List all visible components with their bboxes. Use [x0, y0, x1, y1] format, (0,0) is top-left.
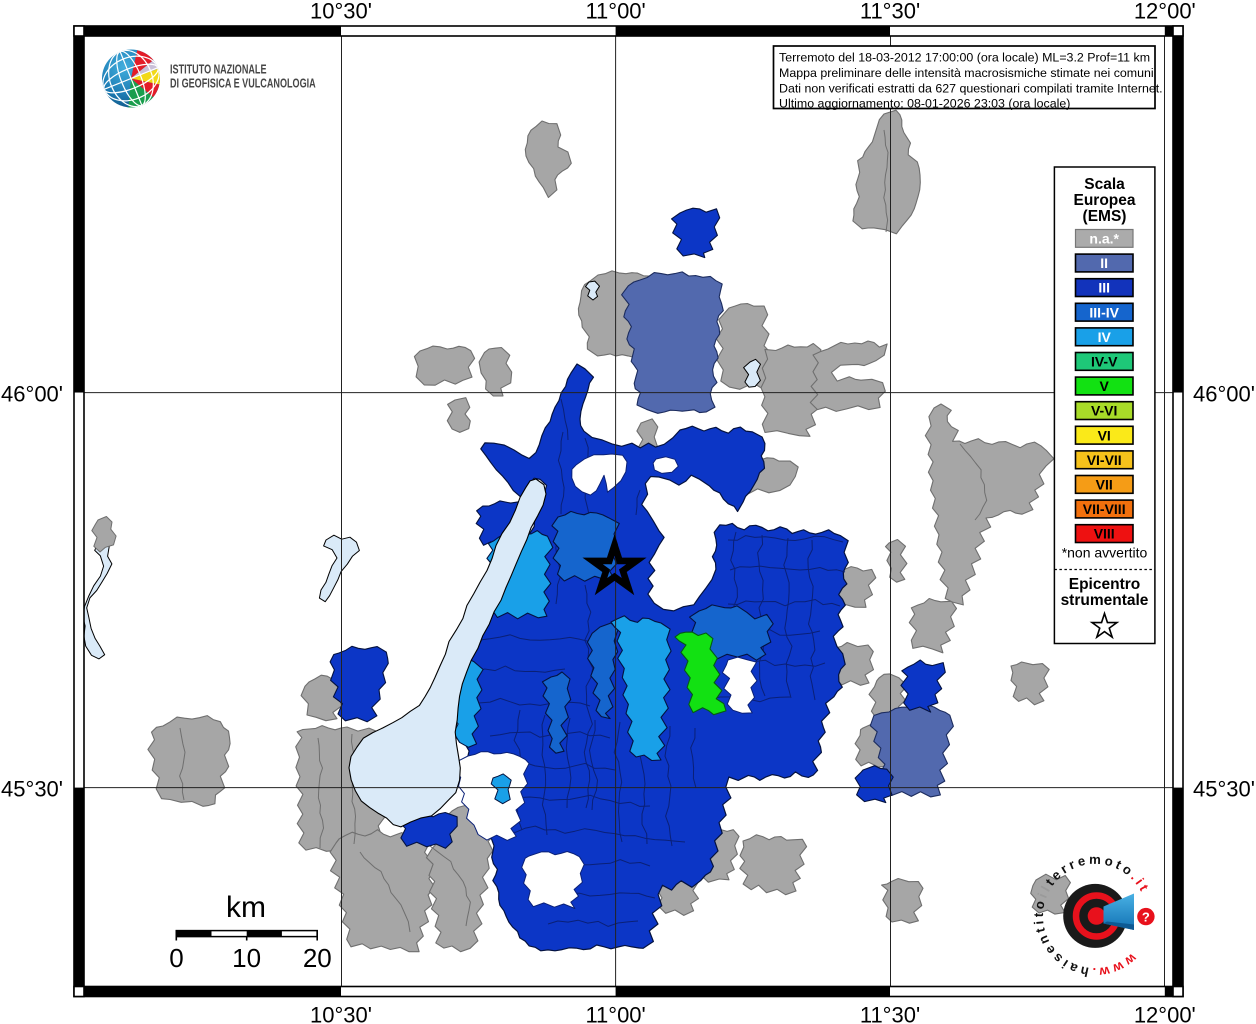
svg-text:Ultimo aggiornamento: 08-01-20: Ultimo aggiornamento: 08-01-2026 23:03 (… [779, 97, 1070, 111]
svg-text:0: 0 [169, 943, 183, 973]
svg-text:III-IV: III-IV [1089, 304, 1119, 320]
svg-text:ISTITUTO NAZIONALE: ISTITUTO NAZIONALE [170, 63, 267, 77]
svg-text:11°00': 11°00' [585, 1003, 645, 1024]
svg-text:VIII: VIII [1094, 526, 1115, 542]
svg-text:45°30': 45°30' [1193, 777, 1255, 802]
svg-text:IV-V: IV-V [1091, 354, 1118, 370]
svg-text:VII-VIII: VII-VIII [1083, 501, 1126, 517]
svg-text:10°30': 10°30' [310, 0, 372, 24]
svg-text:11°30': 11°30' [860, 0, 920, 24]
svg-text:46°00': 46°00' [1193, 382, 1255, 407]
svg-text:11°00': 11°00' [585, 0, 645, 24]
svg-text:Scala: Scala [1084, 176, 1125, 193]
svg-text:Mappa preliminare delle intens: Mappa preliminare delle intensità macros… [779, 66, 1154, 80]
svg-text:*non avvertito: *non avvertito [1062, 545, 1148, 561]
svg-text:Terremoto del 18-03-2012 17:00: Terremoto del 18-03-2012 17:00:00 (ora l… [779, 51, 1150, 65]
svg-text:km: km [226, 891, 266, 924]
svg-text:10°30': 10°30' [310, 1003, 372, 1024]
svg-text:III: III [1098, 280, 1110, 296]
svg-text:Europea: Europea [1073, 192, 1135, 209]
svg-text:12°00': 12°00' [1134, 1003, 1196, 1024]
svg-text:VI-VII: VI-VII [1087, 452, 1122, 468]
svg-text:V: V [1100, 378, 1110, 394]
svg-text:46°00': 46°00' [1, 382, 63, 407]
svg-text:12°00': 12°00' [1134, 0, 1196, 24]
svg-text:Epicentro: Epicentro [1069, 576, 1140, 593]
svg-text:n.a.*: n.a.* [1089, 231, 1119, 247]
svg-text:Dati non verificati estratti d: Dati non verificati estratti da 627 ques… [779, 82, 1163, 96]
svg-text:(EMS): (EMS) [1083, 208, 1127, 225]
svg-text:V-VI: V-VI [1091, 403, 1117, 419]
svg-text:VII: VII [1096, 477, 1113, 493]
svg-text:11°30': 11°30' [860, 1003, 920, 1024]
svg-text:strumentale: strumentale [1061, 592, 1149, 609]
svg-text:II: II [1100, 255, 1108, 271]
svg-text:IV: IV [1098, 329, 1112, 345]
svg-text:45°30': 45°30' [1, 777, 63, 802]
svg-text:20: 20 [303, 943, 332, 973]
svg-text:?: ? [1142, 910, 1150, 925]
svg-text:10: 10 [232, 943, 261, 973]
svg-text:VI: VI [1098, 427, 1111, 443]
svg-text:DI GEOFISICA E VULCANOLOGIA: DI GEOFISICA E VULCANOLOGIA [170, 77, 316, 91]
